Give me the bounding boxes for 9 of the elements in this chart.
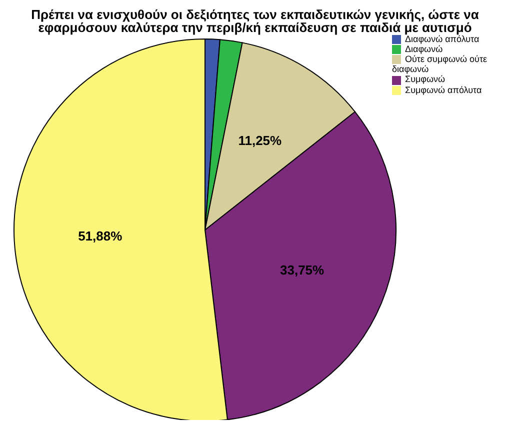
chart-title: Πρέπει να ενισχυθούν οι δεξιότητες των εκπαιδευτικών γενικής, ώστε να εφαρμόσουν καλύτερα την περιβ/κή εκπαίδευση σε παιδιά με αυτισμό [30,7,480,35]
legend-label: Ούτε συμφωνώ ούτε διαφωνώ [392,54,488,74]
legend-label: Συμφωνώ [405,74,446,84]
legend-label: Συμφωνώ απόλυτα [405,84,482,94]
data-label: 33,75% [280,262,325,278]
data-label: 51,88% [78,228,123,244]
legend-label: Διαφωνώ απόλυτα [405,34,480,44]
legend-label: Διαφωνώ [405,44,443,54]
data-label: 11,25% [238,132,282,148]
